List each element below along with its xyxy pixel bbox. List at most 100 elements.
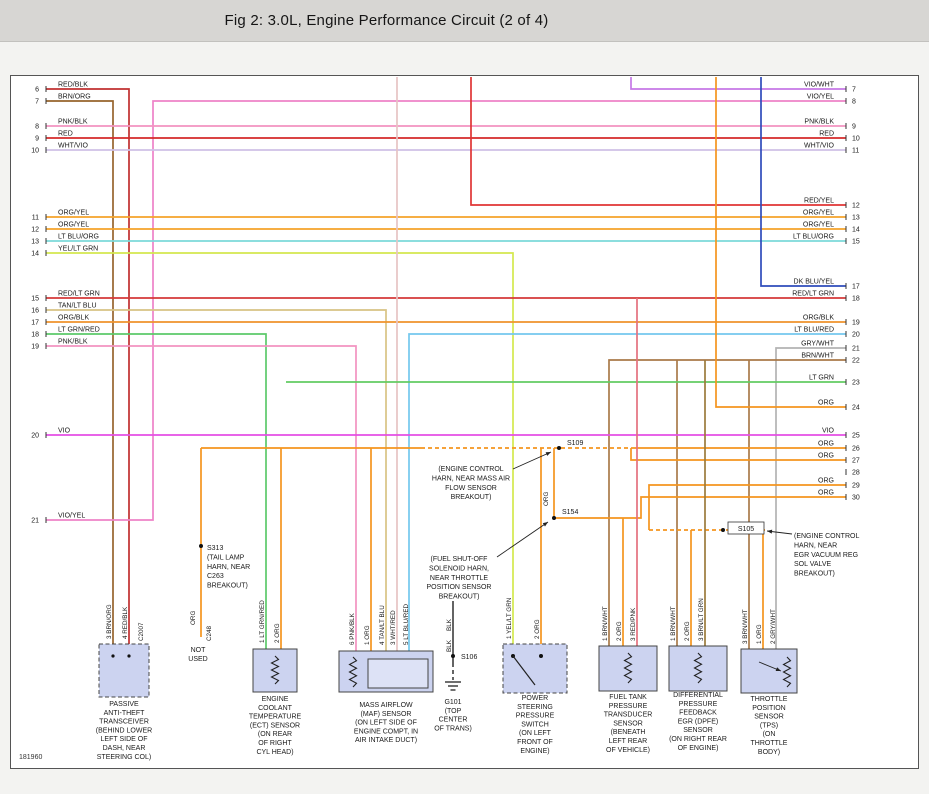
left-pin-17: 17 ORG/BLK bbox=[31, 315, 89, 327]
wire-drop-label: 2 GRY/WHT bbox=[770, 609, 777, 644]
pin-number: 24 bbox=[852, 405, 860, 412]
terminal-dot bbox=[127, 654, 131, 658]
wire-label: RED/YEL bbox=[804, 198, 834, 205]
pin-number: 19 bbox=[31, 344, 39, 351]
wire-label: ORG bbox=[818, 441, 834, 448]
component-caption-line: FUEL TANK bbox=[609, 694, 647, 701]
note-line: EGR VACUUM REG bbox=[794, 552, 858, 559]
component-caption-line: OF RIGHT bbox=[258, 740, 292, 747]
left-pin-15: 15 RED/LT GRN bbox=[31, 291, 100, 303]
note-line: HARN, NEAR bbox=[207, 564, 250, 571]
wire-label: LT GRN/RED bbox=[58, 327, 100, 334]
wire-drop-label: 2 ORG bbox=[616, 621, 623, 641]
note-line: POSITION SENSOR bbox=[427, 584, 492, 591]
wire-label: ORG/YEL bbox=[58, 222, 89, 229]
note-line: BREAKOUT) bbox=[794, 571, 835, 578]
wire-dkbluyel-right17 bbox=[760, 77, 846, 287]
splice-S109: S109 bbox=[557, 440, 583, 450]
component-caption-line: STEERING COL) bbox=[97, 754, 151, 761]
component-caption-line: EGR (DPFE) bbox=[678, 718, 718, 725]
right-pin-19: 19 ORG/BLK bbox=[803, 315, 860, 327]
wire-label: LT GRN bbox=[809, 375, 834, 382]
component-caption-line: PRESSURE bbox=[609, 703, 648, 710]
wire-label: PNK/BLK bbox=[804, 119, 834, 126]
left-pin-14: 14 YEL/LT GRN bbox=[31, 246, 98, 258]
wire-label: RED bbox=[58, 131, 73, 138]
wire-label: VIO bbox=[822, 428, 835, 435]
component-caption-line: MASS AIRFLOW bbox=[359, 702, 413, 709]
left-pin-12: 12 ORG/YEL bbox=[31, 222, 89, 234]
note-line: BREAKOUT) bbox=[207, 583, 248, 590]
maf-inner-box bbox=[367, 658, 429, 689]
pin-number: 10 bbox=[852, 136, 860, 143]
left-pin-20: 20 VIO bbox=[31, 428, 70, 440]
wire-yelltgrn-left14 bbox=[46, 252, 514, 644]
pin-number: 28 bbox=[852, 470, 860, 477]
component-passive-anti-theft-transceiver: PASSIVE ANTI-THEFT TRANSCEIVER(BEHIND LOWE… bbox=[96, 643, 152, 761]
wire-label: RED/BLK bbox=[58, 82, 88, 89]
component-caption-line: BODY) bbox=[758, 749, 780, 756]
splice-dot bbox=[199, 544, 203, 548]
wire-drop-label: C248 bbox=[206, 625, 213, 641]
arrow-line bbox=[512, 451, 552, 470]
wire-org-s105-right29 bbox=[648, 484, 846, 530]
wire-label: RED/LT GRN bbox=[792, 291, 834, 298]
component-caption-line: POWER bbox=[522, 695, 548, 702]
component-caption-line: THROTTLE bbox=[751, 696, 788, 703]
wire-drop-label: 6 PNK/BLK bbox=[349, 612, 356, 645]
figure-title: Fig 2: 3.0L, Engine Performance Circuit … bbox=[224, 12, 549, 29]
pin-number: 30 bbox=[852, 495, 860, 502]
wire-drop-label: 1 ORG bbox=[364, 625, 371, 645]
wire-drop-label: 1 YEL/LT GRN bbox=[506, 597, 513, 639]
splice-dot bbox=[451, 654, 455, 658]
right-pin-8: 8 VIO/YEL bbox=[807, 94, 856, 106]
component-caption-line: (ON bbox=[763, 731, 776, 738]
wire-label: ORG/YEL bbox=[803, 210, 834, 217]
component-ect-sensor: ENGINE COOLANT TEMPERATURE(ECT) SENSOR (ON … bbox=[249, 648, 302, 756]
component-caption-line: SENSOR bbox=[683, 727, 713, 734]
ground-caption-line: G101 bbox=[444, 699, 461, 706]
pin-number: 17 bbox=[31, 320, 39, 327]
note: S313 (TAIL LAMP HARN, NEAR C263 BREAKOUT) bbox=[207, 545, 250, 590]
component-caption-line: ENGINE) bbox=[520, 748, 549, 755]
ground-caption-line: (TOP bbox=[445, 708, 462, 715]
symbol-resistor bbox=[693, 652, 703, 684]
left-pin-21: 21 VIO/YEL bbox=[31, 513, 85, 525]
diagram-panel: 3 BRN/ORG 4 RED/BLK C2007 ORG C248 1 LT GRN/R… bbox=[10, 75, 919, 769]
pin-number: 26 bbox=[852, 446, 860, 453]
pin-number: 8 bbox=[35, 124, 39, 131]
wire-drop-label: 4 RED/BLK bbox=[122, 606, 129, 639]
symbol-resistor bbox=[348, 656, 358, 688]
note-line: HARN, NEAR MASS AIR bbox=[432, 475, 510, 482]
wire-brnorg-left7 bbox=[46, 100, 114, 644]
note-line: NOT bbox=[191, 647, 207, 654]
wire-brnwht-bus-right22 bbox=[608, 359, 846, 649]
component-caption-line: AIR INTAKE DUCT) bbox=[355, 737, 417, 744]
component-caption-line: CYL HEAD) bbox=[256, 749, 293, 756]
pin-number: 20 bbox=[852, 332, 860, 339]
arrow-head bbox=[775, 667, 781, 671]
note-line: (ENGINE CONTROL bbox=[438, 466, 503, 473]
wire-drop-label: 3 BRN/WHT bbox=[742, 609, 749, 644]
pin-number: 29 bbox=[852, 483, 860, 490]
ground-caption-line: CENTER bbox=[439, 717, 468, 724]
note: (ENGINE CONTROL HARN, NEAR MASS AIR FLOW S… bbox=[432, 451, 552, 501]
pin-number: 11 bbox=[32, 215, 39, 222]
right-pin-26: 26 ORG bbox=[818, 441, 860, 453]
left-pin-8: 8 PNK/BLK bbox=[35, 119, 88, 131]
component-caption-line: THROTTLE bbox=[751, 740, 788, 747]
pin-number: 13 bbox=[852, 215, 860, 222]
left-pin-7: 7 BRN/ORG bbox=[35, 94, 91, 106]
pin-number: 7 bbox=[852, 87, 856, 94]
component-caption-line: STEERING bbox=[517, 704, 553, 711]
pin-number: 8 bbox=[852, 99, 856, 106]
note-line: BREAKOUT) bbox=[451, 494, 492, 501]
wire-label: YEL/LT GRN bbox=[58, 246, 98, 253]
pin-number: 15 bbox=[852, 239, 860, 246]
note-line: (TAIL LAMP bbox=[207, 554, 245, 561]
wire-grywht-right21 bbox=[775, 347, 846, 651]
switch-contact bbox=[539, 654, 543, 658]
right-pin-11: 11 WHT/VIO bbox=[804, 143, 859, 155]
wire-drop-label: C2007 bbox=[138, 622, 145, 641]
